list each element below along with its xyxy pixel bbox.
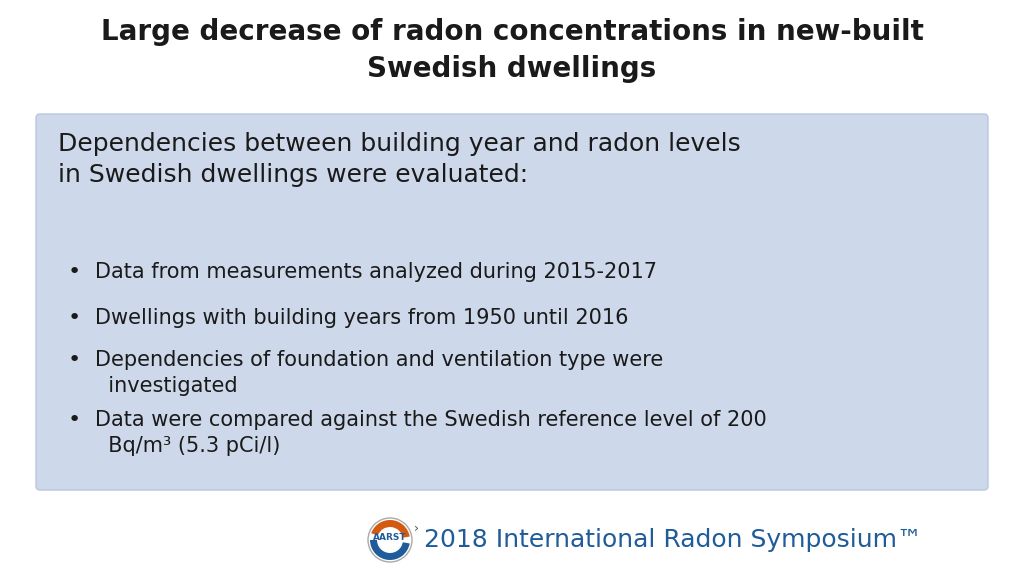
Text: Data were compared against the Swedish reference level of 200
  Bq/m³ (5.3 pCi/l: Data were compared against the Swedish r… [95, 410, 767, 456]
Text: Large decrease of radon concentrations in new-built
Swedish dwellings: Large decrease of radon concentrations i… [100, 18, 924, 83]
Text: •: • [68, 262, 81, 282]
Text: Dependencies between building year and radon levels
in Swedish dwellings were ev: Dependencies between building year and r… [58, 132, 740, 187]
Text: •: • [68, 410, 81, 430]
Text: •: • [68, 350, 81, 370]
Text: 2018 International Radon Symposium™: 2018 International Radon Symposium™ [424, 528, 922, 552]
Text: Data from measurements analyzed during 2015-2017: Data from measurements analyzed during 2… [95, 262, 657, 282]
Text: AARST: AARST [373, 532, 407, 541]
Wedge shape [372, 520, 410, 538]
Wedge shape [370, 540, 410, 560]
Text: ›: › [414, 522, 419, 535]
Text: Dwellings with building years from 1950 until 2016: Dwellings with building years from 1950 … [95, 308, 629, 328]
FancyBboxPatch shape [36, 114, 988, 490]
Text: Dependencies of foundation and ventilation type were
  investigated: Dependencies of foundation and ventilati… [95, 350, 664, 396]
Text: •: • [68, 308, 81, 328]
Circle shape [368, 518, 412, 562]
